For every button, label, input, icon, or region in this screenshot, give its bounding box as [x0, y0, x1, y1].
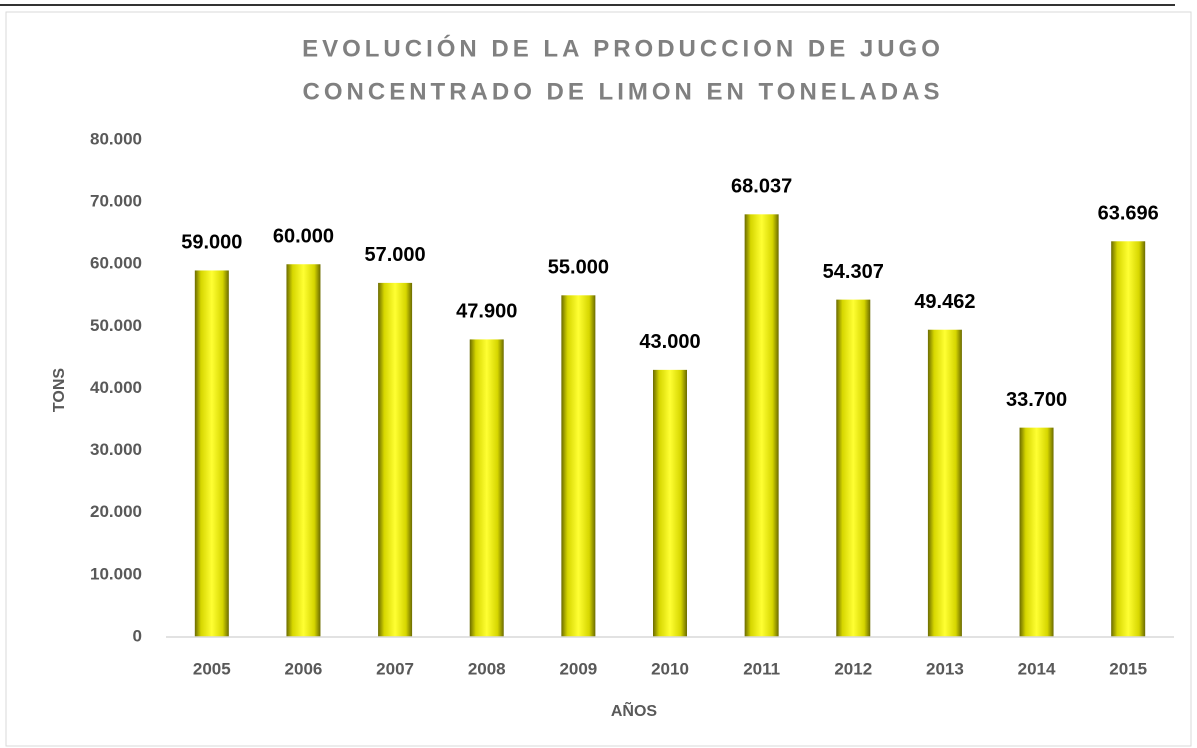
y-tick-label: 20.000 [90, 502, 142, 521]
y-tick-label: 30.000 [90, 440, 142, 459]
x-tick-label: 2009 [559, 659, 597, 678]
data-label: 47.900 [456, 301, 517, 323]
data-label: 43.000 [639, 331, 700, 353]
x-tick-label: 2010 [651, 659, 689, 678]
y-tick-label: 50.000 [90, 316, 142, 335]
y-tick-label: 0 [133, 626, 142, 645]
bar [1111, 241, 1146, 637]
bar [286, 264, 321, 637]
x-axis-label: AÑOS [611, 700, 658, 720]
x-tick-label: 2013 [926, 659, 964, 678]
y-tick-label: 70.000 [90, 192, 142, 211]
bar [927, 329, 962, 637]
data-label: 63.696 [1098, 203, 1159, 225]
chart-frame [5, 11, 1192, 747]
data-label: 49.462 [914, 291, 975, 313]
data-label: 68.037 [731, 176, 792, 198]
data-label: 59.000 [181, 232, 242, 254]
chart-title: CONCENTRADO DE LIMON EN TONELADAS [303, 78, 944, 105]
bar [469, 339, 504, 637]
data-label: 54.307 [823, 261, 884, 283]
x-tick-label: 2014 [1018, 659, 1056, 678]
y-tick-label: 60.000 [90, 254, 142, 273]
bar [836, 299, 871, 637]
x-tick-label: 2007 [376, 659, 414, 678]
x-tick-label: 2012 [834, 659, 872, 678]
bar [194, 270, 229, 637]
bar [653, 369, 687, 637]
bar [744, 214, 779, 638]
y-tick-label: 40.000 [90, 378, 142, 397]
x-tick-label: 2008 [468, 659, 506, 678]
y-axis-label: TONS [51, 368, 68, 412]
bar [561, 295, 596, 637]
y-tick-label: 10.000 [90, 564, 142, 583]
x-tick-label: 2005 [193, 659, 231, 678]
x-tick-label: 2015 [1109, 659, 1147, 678]
data-label: 57.000 [365, 244, 426, 266]
data-label: 55.000 [548, 257, 609, 279]
bar [1019, 427, 1054, 637]
x-tick-label: 2006 [285, 659, 323, 678]
y-tick-label: 80.000 [90, 129, 142, 148]
bar [378, 282, 413, 637]
data-label: 60.000 [273, 226, 334, 248]
chart-title: EVOLUCIÓN DE LA PRODUCCION DE JUGO [302, 34, 944, 62]
data-label: 33.700 [1006, 389, 1067, 411]
x-tick-label: 2011 [743, 659, 780, 678]
